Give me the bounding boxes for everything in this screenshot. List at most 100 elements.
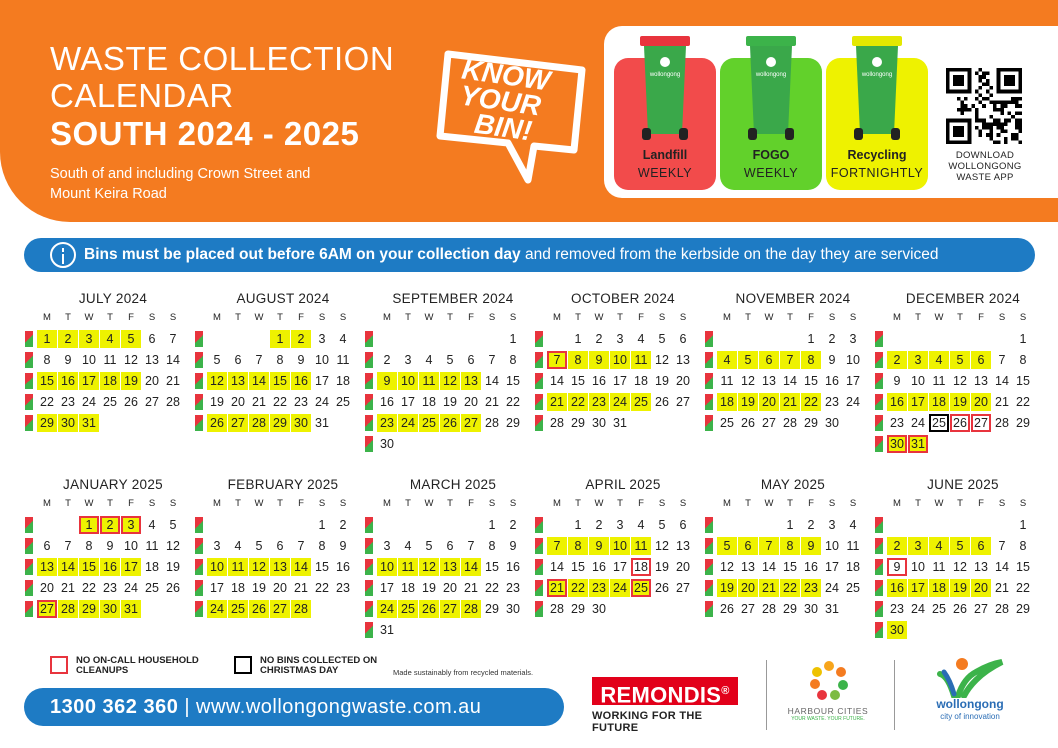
day-cell: 3 <box>404 353 412 367</box>
day-cell: 21 <box>252 395 266 409</box>
day-cell-recycling: 2 <box>100 516 120 534</box>
day-cell: 14 <box>550 374 564 388</box>
day-cell: 5 <box>169 518 177 532</box>
subtitle: South of and including Crown Street and … <box>50 166 311 202</box>
day-cell-recycling: 21 <box>547 579 567 597</box>
day-cell: 18 <box>846 560 860 574</box>
weekday-label: F <box>638 498 644 509</box>
bin-frequency: FORTNIGHTLY <box>830 166 924 180</box>
day-cell-recycling: 26 <box>207 414 227 432</box>
day-cell-recycling: 2 <box>58 330 78 348</box>
day-cell: 29 <box>804 416 818 430</box>
day-cell: 19 <box>655 374 669 388</box>
day-cell: 11 <box>932 560 946 574</box>
day-cell-recycling: 19 <box>950 393 970 411</box>
day-cell: 14 <box>995 560 1009 574</box>
month-title: AUGUST 2024 <box>236 291 330 306</box>
day-cell-recycling: 30 <box>58 414 78 432</box>
qr-code[interactable] <box>946 68 1022 144</box>
weekly-collection-marker <box>25 601 33 617</box>
weekly-collection-marker <box>365 622 373 638</box>
day-cell: 4 <box>404 539 412 553</box>
day-cell-recycling: 21 <box>759 579 779 597</box>
title-line-1: WASTE COLLECTION <box>50 40 395 77</box>
day-cell: 9 <box>297 353 305 367</box>
day-cell: 28 <box>762 602 776 616</box>
weekly-collection-marker <box>25 559 33 575</box>
day-cell: 7 <box>169 332 177 346</box>
landfill-bin-icon: wollongong <box>640 36 690 140</box>
day-cell: 15 <box>571 374 585 388</box>
day-cell: 28 <box>166 395 180 409</box>
weekly-collection-marker <box>705 601 713 617</box>
weekly-collection-marker <box>535 580 543 596</box>
weekly-collection-marker <box>705 538 713 554</box>
day-cell-recycling: 28 <box>249 414 269 432</box>
day-cell: 8 <box>43 353 51 367</box>
day-cell: 22 <box>82 581 96 595</box>
made-sustainably-note: Made sustainably from recycled materials… <box>393 668 534 677</box>
day-cell: 20 <box>231 395 245 409</box>
weekday-label: M <box>383 312 391 323</box>
day-cell-recycling: 24 <box>610 393 630 411</box>
day-cell: 4 <box>849 518 857 532</box>
phone-number[interactable]: 1300 362 360 <box>50 696 179 718</box>
title-block: WASTE COLLECTION CALENDAR SOUTH 2024 - 2… <box>50 40 394 204</box>
day-cell-recycling: 10 <box>398 372 418 390</box>
day-cell-recycling: 22 <box>780 579 800 597</box>
day-cell: 26 <box>720 602 734 616</box>
bin-name: Landfill <box>642 148 688 162</box>
weekly-collection-marker <box>195 331 203 347</box>
day-cell: 12 <box>741 374 755 388</box>
day-cell-recycling: 25 <box>631 579 651 597</box>
day-cell-recycling: 8 <box>568 537 588 555</box>
weekly-collection-marker <box>365 373 373 389</box>
day-cell: 14 <box>485 374 499 388</box>
website-link[interactable]: www.wollongongwaste.com.au <box>196 696 482 718</box>
day-cell: 29 <box>783 602 797 616</box>
day-cell: 4 <box>148 518 156 532</box>
day-cell-recycling: 11 <box>631 351 651 369</box>
day-cell: 21 <box>294 581 308 595</box>
month-february-2025: FEBRUARY 2025 M T W T F S S 1 2 3 4 5 6 7 8 9 10 11 12 13 14 1… <box>195 476 355 618</box>
month-january-2025: JANUARY 2025 M T W T F S S 1 2 3 4 5 6 7 8 9 10 11 12 13 14 15… <box>25 476 185 618</box>
day-cell: 30 <box>825 416 839 430</box>
weekly-collection-marker <box>875 580 883 596</box>
day-cell: 9 <box>339 539 347 553</box>
day-cell-recycling: 3 <box>908 351 928 369</box>
day-cell-recycling: 30 <box>100 600 120 618</box>
weekly-collection-marker <box>195 538 203 554</box>
day-cell: 28 <box>485 416 499 430</box>
month-title: OCTOBER 2024 <box>571 291 675 306</box>
day-cell-recycling: 23 <box>801 579 821 597</box>
day-cell: 6 <box>276 539 284 553</box>
day-cell-recycling: 2 <box>887 537 907 555</box>
day-cell: 26 <box>124 395 138 409</box>
weekday-label: F <box>978 312 984 323</box>
day-cell: 9 <box>106 539 114 553</box>
day-cell: 6 <box>234 353 242 367</box>
weekday-label: M <box>723 498 731 509</box>
day-cell: 18 <box>145 560 159 574</box>
day-cell: 21 <box>485 395 499 409</box>
weekday-label: W <box>424 498 434 509</box>
day-cell: 8 <box>1019 539 1027 553</box>
weekly-collection-marker <box>195 373 203 389</box>
day-cell: 9 <box>64 353 72 367</box>
weekday-label: T <box>957 498 963 509</box>
day-cell: 7 <box>467 539 475 553</box>
day-cell: 17 <box>315 374 329 388</box>
weekly-collection-marker <box>875 373 883 389</box>
day-cell-recycling: 20 <box>738 579 758 597</box>
day-cell: 29 <box>1016 602 1030 616</box>
day-cell: 12 <box>953 560 967 574</box>
bin-name: FOGO <box>752 148 790 162</box>
day-cell: 5 <box>213 353 221 367</box>
day-cell-recycling: 3 <box>908 537 928 555</box>
day-cell: 13 <box>762 374 776 388</box>
day-cell-recycling: 11 <box>228 558 248 576</box>
weekly-collection-marker <box>195 352 203 368</box>
day-cell: 12 <box>720 560 734 574</box>
day-cell: 9 <box>828 353 836 367</box>
day-cell: 7 <box>255 353 263 367</box>
